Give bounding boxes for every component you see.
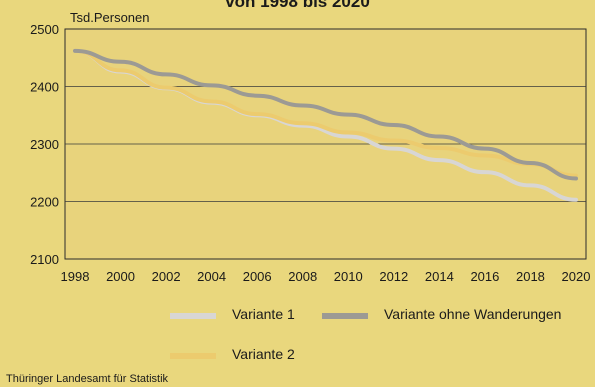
source-note: Thüringer Landesamt für Statistik	[6, 373, 169, 385]
y-axis-label: Tsd.Personen	[70, 10, 150, 25]
x-tick-2004: 2004	[197, 269, 226, 284]
x-tick-2002: 2002	[152, 269, 181, 284]
x-tick-2014: 2014	[425, 269, 454, 284]
x-tick-2012: 2012	[379, 269, 408, 284]
x-tick-2020: 2020	[562, 269, 591, 284]
x-tick-2018: 2018	[516, 269, 545, 284]
y-tick-2300: 2300	[30, 137, 59, 152]
series-line-variante-2	[73, 48, 578, 178]
x-tick-2008: 2008	[288, 269, 317, 284]
y-tick-2400: 2400	[30, 80, 59, 95]
x-tick-1998: 1998	[61, 269, 90, 284]
legend-label-variante-2: Variante 2	[232, 346, 295, 362]
legend-swatch-variante-ohne-wanderungen	[322, 313, 368, 319]
x-tick-2006: 2006	[243, 269, 272, 284]
chart-title: von 1998 bis 2020	[225, 0, 370, 11]
y-tick-labels: 2100 2200 2300 2400 2500	[30, 22, 59, 267]
y-tick-2500: 2500	[30, 22, 59, 37]
y-tick-2200: 2200	[30, 195, 59, 210]
x-tick-2016: 2016	[470, 269, 499, 284]
legend-swatch-variante-1	[170, 313, 216, 319]
line-chart: 2100 2200 2300 2400 2500 1998 2000 2002 2004 200…	[30, 10, 591, 284]
x-tick-2010: 2010	[334, 269, 363, 284]
series-lines	[73, 48, 578, 202]
x-tick-labels: 1998 2000 2002 2004 2006 2008 2010 2012 2014 2016…	[61, 269, 591, 284]
series-line-variante-ohne-wanderungen	[73, 48, 578, 181]
y-tick-2100: 2100	[30, 252, 59, 267]
legend-swatch-variante-2	[170, 353, 216, 359]
legend-label-variante-ohne-wanderungen: Variante ohne Wanderungen	[384, 306, 562, 322]
legend-label-variante-1: Variante 1	[232, 306, 295, 322]
x-tick-2000: 2000	[106, 269, 135, 284]
